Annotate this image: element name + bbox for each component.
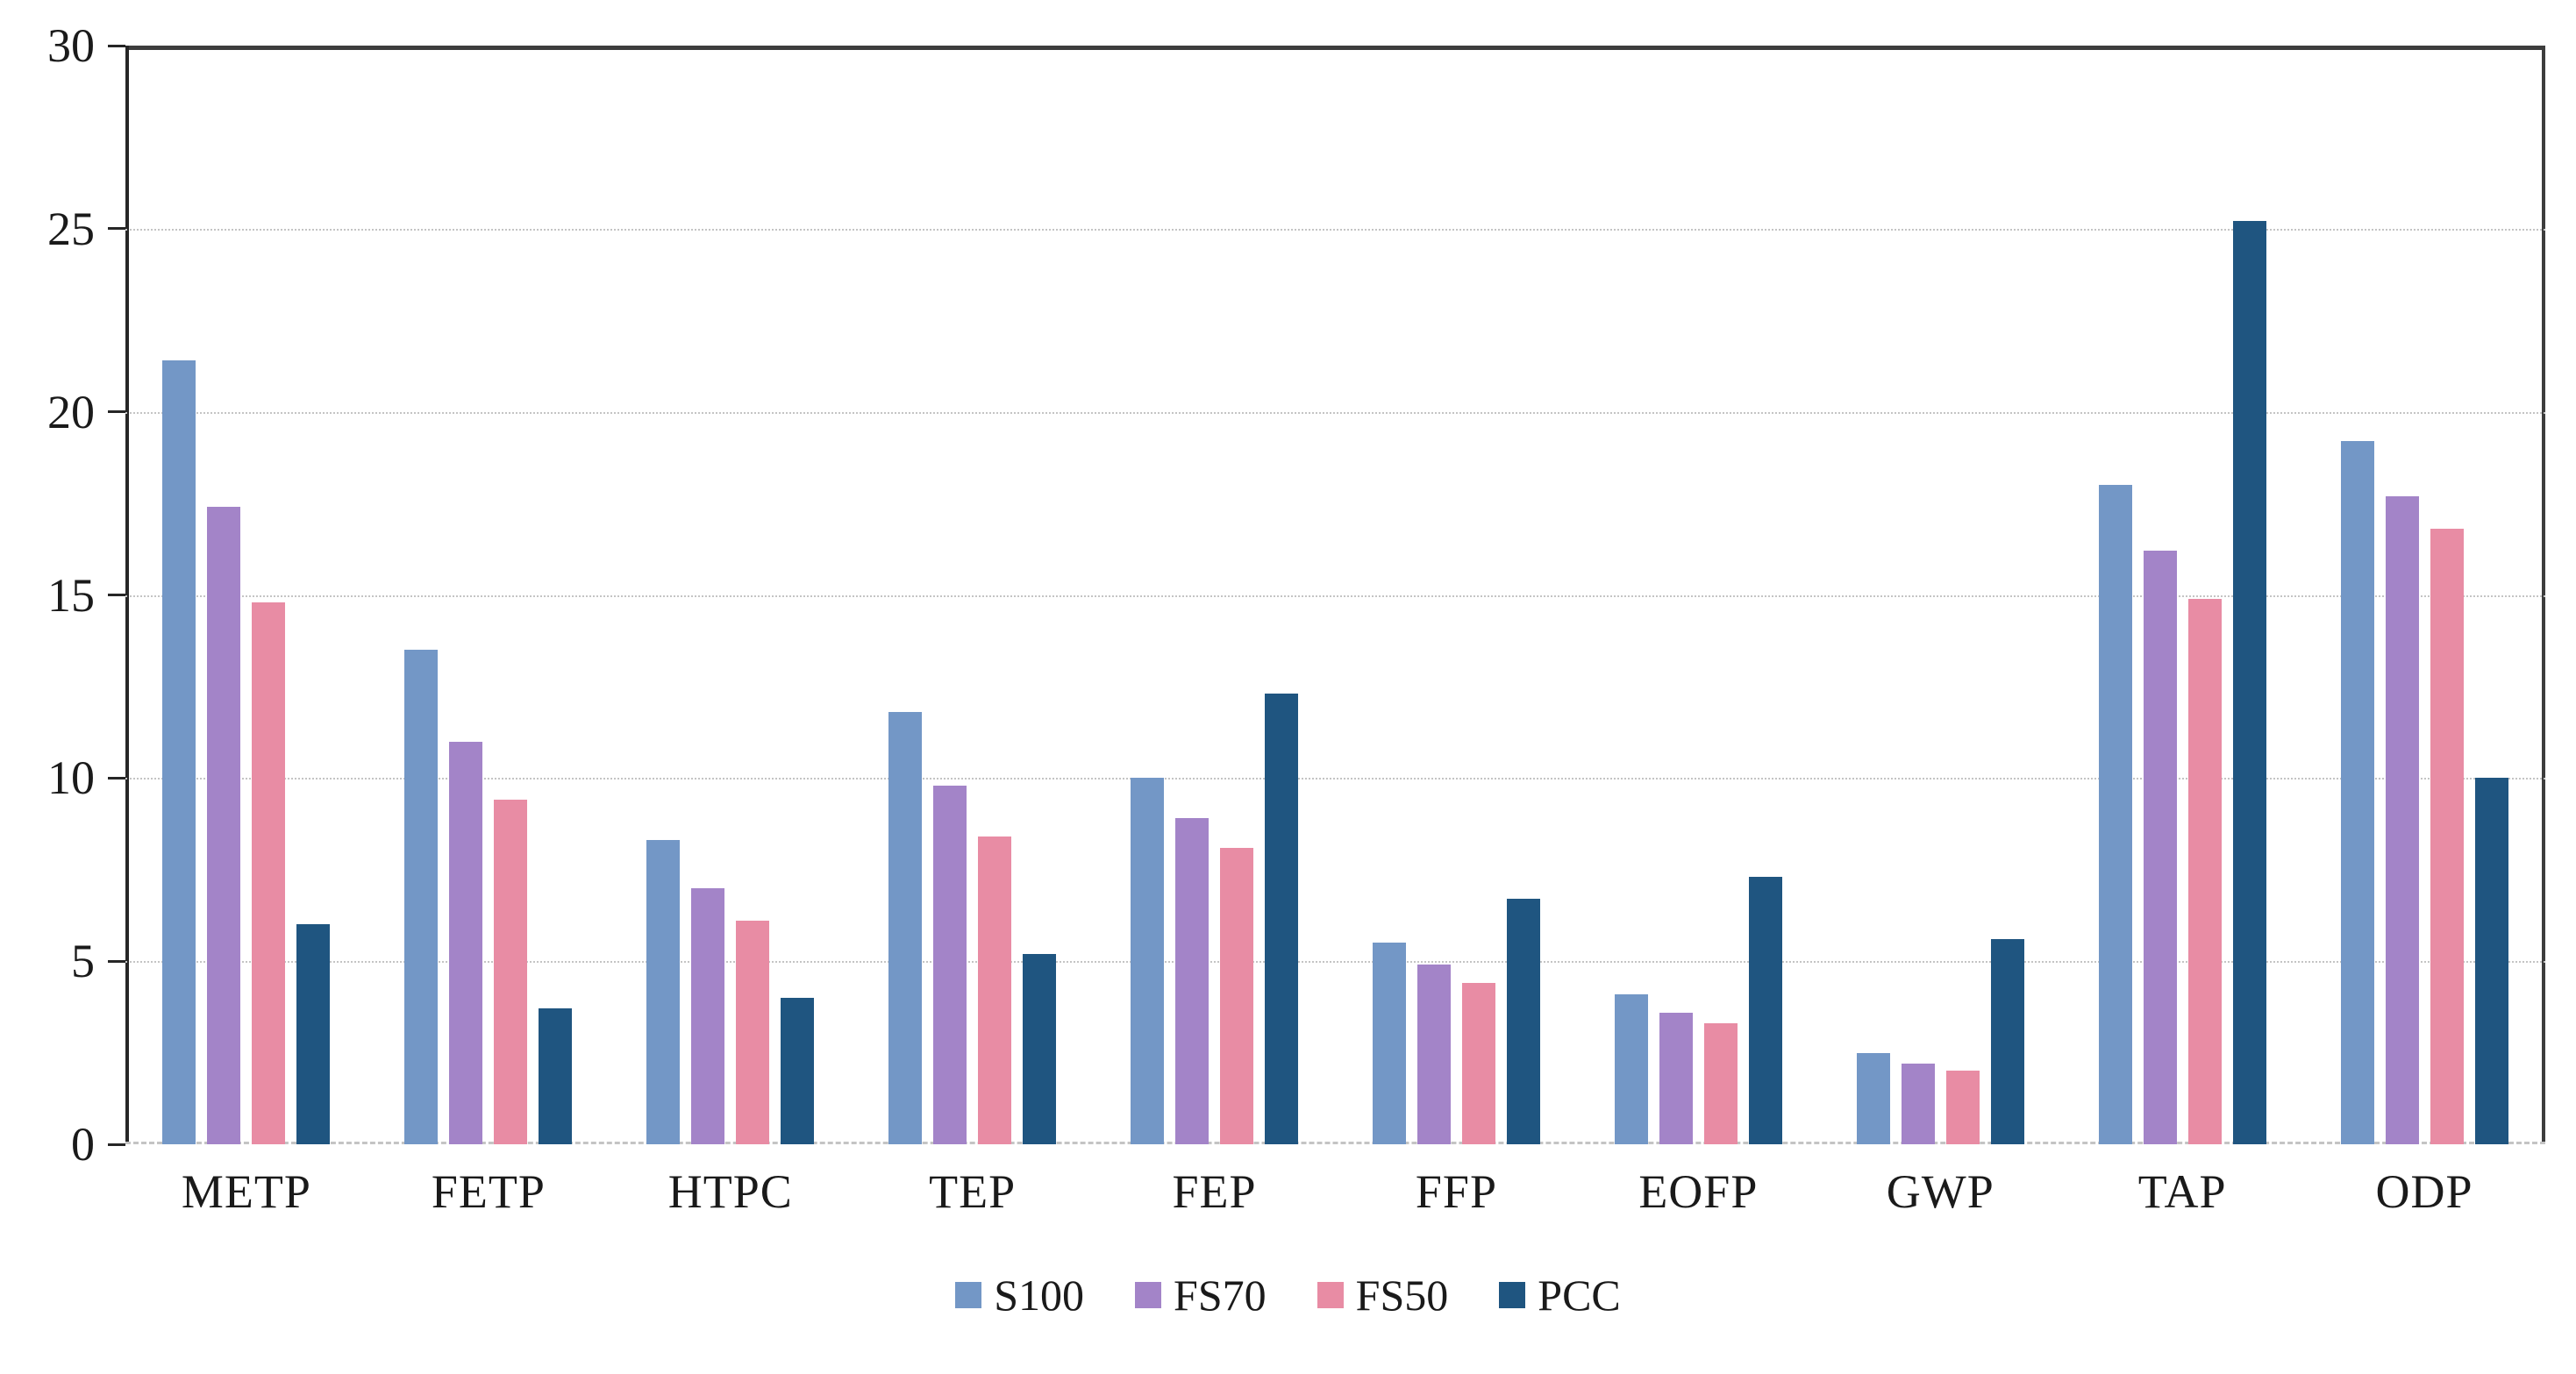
x-axis-line	[125, 1142, 2545, 1144]
bar-PCC-EOFP	[1748, 877, 1782, 1144]
bar-PCC-FFP	[1506, 899, 1540, 1144]
gridline-10	[125, 778, 2545, 780]
x-axis-label-HTPC: HTPC	[667, 1165, 793, 1218]
x-axis-label-TEP: TEP	[929, 1165, 1017, 1218]
gridline-15	[125, 594, 2545, 597]
gridline-5	[125, 961, 2545, 964]
bar-FS50-METP	[252, 602, 286, 1144]
gridline-20	[125, 411, 2545, 414]
bar-S100-ODP	[2340, 441, 2374, 1144]
bar-S100-METP	[162, 360, 196, 1144]
y-axis-tick-label: 15	[47, 568, 95, 622]
legend-swatch-S100	[955, 1282, 982, 1308]
gridline-25	[125, 228, 2545, 231]
bar-FS50-FETP	[494, 800, 528, 1144]
y-axis-tick	[108, 227, 125, 231]
bar-S100-EOFP	[1614, 993, 1648, 1144]
x-axis-label-ODP: ODP	[2375, 1165, 2473, 1218]
bar-S100-TAP	[2098, 485, 2132, 1144]
bar-PCC-ODP	[2474, 778, 2508, 1144]
bar-FS70-EOFP	[1659, 1012, 1693, 1144]
bar-PCC-TEP	[1023, 953, 1057, 1144]
y-axis-tick-label: 5	[71, 935, 95, 988]
y-axis-tick-label: 0	[71, 1118, 95, 1171]
bar-S100-GWP	[1856, 1052, 1890, 1144]
legend-swatch-FS70	[1135, 1282, 1162, 1308]
bar-FS70-TEP	[933, 785, 967, 1144]
y-axis-tick	[108, 44, 125, 47]
bar-FS70-FEP	[1175, 818, 1210, 1144]
y-axis-tick	[108, 594, 125, 596]
y-axis-tick-label: 30	[47, 19, 95, 72]
x-axis-label-FFP: FFP	[1415, 1165, 1497, 1218]
y-axis-tick-label: 20	[47, 385, 95, 438]
bar-PCC-TAP	[2232, 221, 2266, 1144]
bar-FS50-FFP	[1461, 983, 1495, 1144]
legend-swatch-FS50	[1317, 1282, 1344, 1308]
x-axis-label-METP: METP	[181, 1165, 311, 1218]
bar-FS70-TAP	[2143, 551, 2177, 1144]
bar-FS50-FEP	[1220, 847, 1254, 1144]
legend-swatch-PCC	[1499, 1282, 1526, 1308]
bar-FS70-FFP	[1416, 965, 1451, 1144]
plot-frame-top	[125, 46, 2545, 50]
bar-FS50-ODP	[2430, 529, 2464, 1144]
legend-label-FS50: FS50	[1355, 1271, 1449, 1320]
bar-FS50-GWP	[1945, 1071, 1980, 1144]
legend-item-FS70: FS70	[1135, 1273, 1267, 1317]
bar-S100-HTPC	[646, 840, 681, 1144]
bar-S100-TEP	[888, 712, 923, 1144]
bar-FS70-METP	[207, 507, 241, 1144]
bar-FS50-EOFP	[1703, 1023, 1738, 1144]
y-axis-tick	[108, 1143, 125, 1146]
plot-area	[125, 46, 2545, 1144]
bar-FS70-FETP	[449, 741, 483, 1144]
y-axis-tick	[108, 410, 125, 414]
x-axis-label-FETP: FETP	[431, 1165, 546, 1218]
bar-S100-FETP	[404, 650, 439, 1144]
bar-S100-FFP	[1372, 943, 1406, 1144]
bar-FS50-TAP	[2187, 598, 2222, 1144]
legend-item-PCC: PCC	[1499, 1273, 1621, 1317]
legend-label-S100: S100	[994, 1271, 1085, 1320]
bar-FS50-TEP	[978, 837, 1012, 1144]
legend: S100 FS70 FS50 PCC	[0, 1273, 2576, 1317]
y-axis-tick-label: 25	[47, 202, 95, 255]
bar-PCC-FEP	[1265, 694, 1299, 1144]
bar-FS70-HTPC	[691, 887, 725, 1144]
x-axis-label-GWP: GWP	[1886, 1165, 1994, 1218]
legend-item-FS50: FS50	[1317, 1271, 1449, 1320]
legend-label-PCC: PCC	[1538, 1271, 1621, 1320]
legend-label-FS70: FS70	[1174, 1271, 1267, 1320]
x-axis-label-FEP: FEP	[1172, 1165, 1257, 1218]
x-axis-label-EOFP: EOFP	[1638, 1165, 1759, 1218]
bar-PCC-METP	[296, 924, 331, 1144]
bar-FS50-HTPC	[736, 921, 770, 1144]
bar-PCC-FETP	[539, 1008, 573, 1144]
y-axis-tick	[108, 959, 125, 963]
x-axis-label-TAP: TAP	[2137, 1165, 2227, 1218]
bar-PCC-HTPC	[781, 997, 815, 1144]
bar-FS70-GWP	[1901, 1064, 1935, 1144]
y-axis-tick-label: 10	[47, 751, 95, 805]
legend-item-S100: S100	[955, 1273, 1084, 1317]
bar-FS70-ODP	[2385, 495, 2419, 1144]
bar-PCC-GWP	[1990, 939, 2024, 1144]
y-axis-tick	[108, 776, 125, 780]
bar-S100-FEP	[1131, 778, 1165, 1144]
